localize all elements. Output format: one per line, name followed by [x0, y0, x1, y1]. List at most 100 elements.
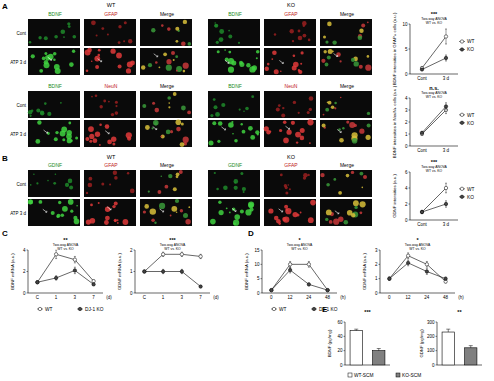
marker	[54, 276, 57, 279]
group-title: KO	[287, 154, 296, 160]
cell	[188, 42, 192, 46]
micrograph	[208, 199, 260, 226]
cell	[36, 108, 40, 112]
cell	[326, 210, 332, 216]
error-bar	[200, 254, 202, 258]
cell	[309, 96, 314, 101]
annotation: WT vs. KO	[409, 247, 426, 251]
plot-area	[350, 329, 385, 365]
cell	[167, 27, 171, 31]
legend: WTKO	[459, 187, 475, 200]
cell	[183, 63, 189, 69]
marker	[444, 277, 447, 280]
marker	[444, 186, 447, 189]
cell	[367, 124, 371, 128]
marker	[199, 255, 202, 258]
cell	[38, 36, 41, 39]
cell	[68, 199, 74, 205]
cell	[90, 204, 93, 207]
cell	[283, 121, 287, 125]
cell	[282, 107, 284, 109]
error-bar	[308, 283, 310, 286]
cell	[285, 208, 291, 214]
cell	[340, 60, 342, 62]
y-axis	[410, 24, 411, 74]
tick-label: 0	[340, 363, 343, 368]
cell	[173, 59, 175, 61]
cell	[298, 70, 302, 74]
cell	[340, 97, 342, 99]
marker	[180, 270, 183, 273]
marker	[444, 56, 447, 59]
micrograph	[208, 170, 260, 197]
line	[422, 204, 446, 212]
line	[37, 270, 93, 284]
cell	[216, 188, 219, 191]
cell	[107, 140, 112, 145]
marker	[406, 261, 409, 264]
y-axis	[410, 172, 411, 220]
cell	[280, 70, 282, 72]
panel-label: A	[2, 2, 8, 11]
cell	[327, 55, 331, 59]
cell	[251, 95, 254, 98]
group-title: WT	[107, 154, 116, 160]
row-label: ATP 3 d	[10, 132, 26, 137]
plot-area	[420, 103, 447, 136]
tick-label: 1	[130, 269, 133, 274]
cell	[99, 144, 101, 146]
arrow	[160, 209, 164, 212]
cell	[68, 25, 71, 28]
tick-label: Cont	[417, 148, 427, 153]
tick-label: 1	[55, 295, 58, 300]
cell	[161, 24, 164, 27]
error-bar	[388, 277, 390, 280]
y-axis	[345, 322, 346, 365]
cell	[183, 213, 188, 218]
column-header: BDNF	[228, 11, 242, 17]
x-axis	[135, 293, 210, 294]
cell	[249, 66, 255, 72]
micrograph	[208, 19, 260, 46]
marker	[54, 253, 57, 256]
y-axis	[437, 322, 438, 365]
cell	[94, 56, 100, 62]
cell	[250, 135, 255, 140]
marker	[92, 279, 95, 282]
cell	[68, 179, 73, 184]
cell	[30, 115, 32, 117]
error-bar	[426, 269, 428, 275]
cell	[91, 20, 96, 25]
panel-label: D	[248, 229, 254, 238]
line	[389, 263, 445, 279]
cell	[309, 108, 312, 111]
error-bar	[421, 210, 423, 213]
cell	[31, 54, 35, 58]
plot-area	[442, 329, 477, 365]
cell	[322, 124, 326, 128]
cell	[320, 173, 324, 177]
error-bar	[36, 281, 38, 283]
cell	[274, 69, 279, 74]
marker	[326, 288, 329, 291]
cell	[165, 185, 169, 189]
tick-label: Cont	[417, 76, 427, 81]
cell	[179, 170, 183, 174]
cell	[42, 57, 46, 61]
marker	[420, 210, 423, 213]
cell	[61, 30, 66, 35]
cell	[228, 122, 234, 128]
legend-marker	[460, 195, 463, 198]
cell	[180, 142, 185, 147]
micrograph	[84, 120, 136, 147]
chart: 01234Cont3 dBDNF intensities in NeuN+ ce…	[392, 85, 475, 158]
cell	[44, 36, 48, 40]
line	[422, 58, 446, 70]
cell	[245, 107, 249, 111]
column-header: Merge	[160, 11, 174, 17]
error-bar	[93, 280, 95, 282]
cell	[339, 138, 344, 143]
cell	[91, 61, 93, 63]
cell	[214, 105, 218, 109]
cell	[240, 172, 243, 175]
